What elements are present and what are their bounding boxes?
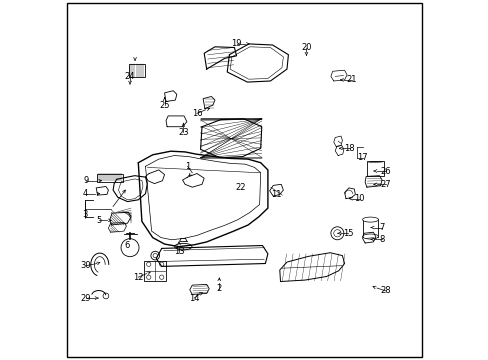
Text: 8: 8 <box>379 235 384 244</box>
Text: 15: 15 <box>342 229 353 238</box>
Text: 11: 11 <box>270 190 281 199</box>
Text: 23: 23 <box>178 128 188 137</box>
Text: 27: 27 <box>380 180 390 189</box>
Bar <box>97 174 122 182</box>
Text: 20: 20 <box>301 43 311 52</box>
Text: 16: 16 <box>191 109 202 118</box>
Text: 28: 28 <box>380 287 390 295</box>
Bar <box>366 161 384 176</box>
Text: 1: 1 <box>184 162 190 171</box>
Text: 7: 7 <box>379 223 384 232</box>
Ellipse shape <box>362 234 378 239</box>
Text: 12: 12 <box>133 273 143 282</box>
Text: 18: 18 <box>344 144 354 153</box>
Text: 21: 21 <box>346 76 356 85</box>
Text: 2: 2 <box>216 284 222 293</box>
Bar <box>144 261 166 281</box>
Text: 19: 19 <box>231 40 242 49</box>
Text: 14: 14 <box>188 294 199 302</box>
Text: 9: 9 <box>83 176 88 185</box>
Bar <box>362 219 378 237</box>
Text: 26: 26 <box>380 166 390 176</box>
Bar <box>128 64 144 77</box>
Text: 29: 29 <box>81 294 91 302</box>
Text: 10: 10 <box>354 194 364 203</box>
Text: 22: 22 <box>234 184 245 193</box>
Text: 25: 25 <box>159 101 169 110</box>
Ellipse shape <box>174 243 192 250</box>
Text: 5: 5 <box>96 216 101 225</box>
Text: 13: 13 <box>173 248 184 256</box>
Text: 6: 6 <box>124 241 130 250</box>
Text: 17: 17 <box>357 153 367 162</box>
Text: 3: 3 <box>82 210 88 219</box>
Ellipse shape <box>362 217 378 222</box>
Text: 24: 24 <box>124 72 135 81</box>
Text: 4: 4 <box>82 189 88 198</box>
Text: 30: 30 <box>81 261 91 270</box>
